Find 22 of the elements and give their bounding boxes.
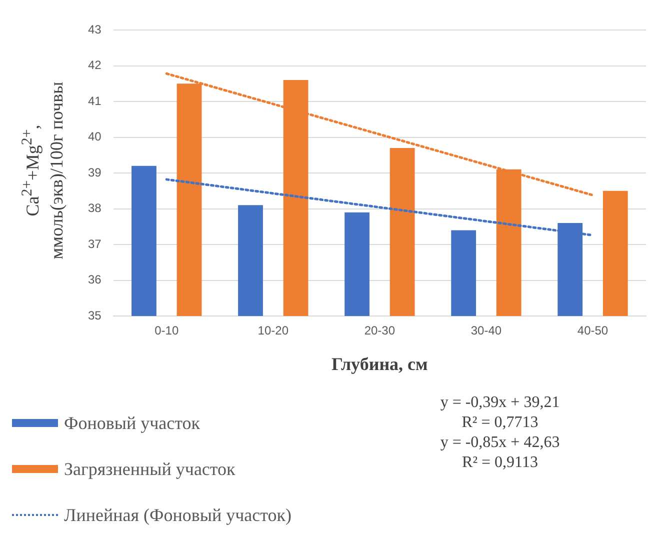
legend-label: Линейная (Фоновый участок) (64, 504, 292, 526)
y-tick-label: 38 (88, 201, 102, 216)
y-tick-label: 36 (88, 272, 102, 287)
x-axis-title: Глубина, см (332, 354, 428, 374)
legend-label: Загрязненный участок (64, 458, 236, 480)
text: y = -0,85x + 42,63 (439, 433, 561, 453)
x-tick-label: 40-50 (577, 324, 608, 338)
text: R² = 0,7713 (460, 413, 540, 433)
y-tick-label: 35 (88, 308, 102, 322)
y-tick-label: 39 (88, 165, 102, 180)
x-tick-label: 30-40 (470, 324, 502, 338)
text: R² = 0,9113 (461, 453, 539, 473)
x-tick-label: 0-10 (154, 324, 179, 338)
y-tick-label: 43 (88, 22, 102, 36)
y-tick-label: 42 (88, 58, 102, 72)
x-tick-label: 20-30 (364, 324, 396, 338)
y-tick-label: 40 (88, 130, 102, 144)
text: y = -0,39x + 39,21 (439, 393, 561, 413)
x-tick-label: 10-20 (258, 324, 289, 338)
y-tick-label: 41 (88, 94, 102, 108)
legend-label: Фоновый участок (64, 412, 200, 434)
y-tick-label: 37 (88, 236, 102, 251)
